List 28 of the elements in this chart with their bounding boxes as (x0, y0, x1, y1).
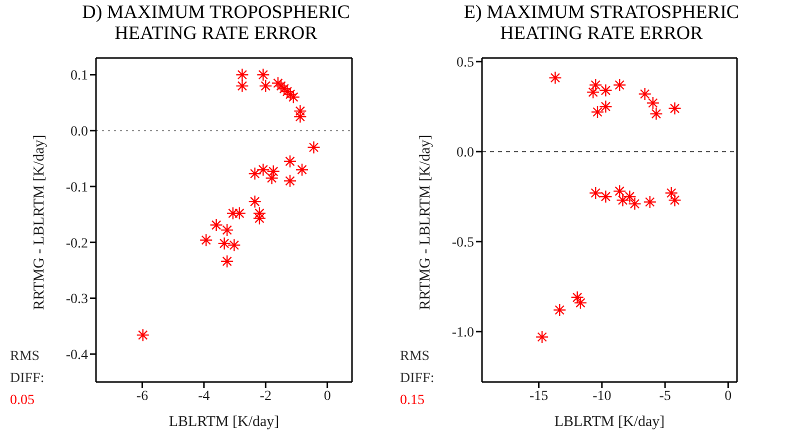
y-tick-label: 0.1 (70, 68, 88, 84)
text: RMS DIFF: (10, 348, 46, 388)
x-axis-title: LBLRTM [K/day] (554, 414, 665, 430)
y-tick-label: 0.0 (456, 146, 474, 161)
x-tick-label: -4 (198, 388, 210, 404)
y-tick-label: -0.3 (66, 292, 88, 308)
text: 0.15 (400, 392, 426, 410)
x-tick-label: -10 (592, 388, 612, 404)
text: 0.05 (10, 392, 36, 410)
chart-title: D) MAXIMUM TROPOSPHERIC HEATING RATE ERROR (81, 2, 351, 44)
x-axis-title: LBLRTM [K/day] (168, 414, 280, 430)
x-tick-label: -15 (529, 388, 548, 404)
x-tick-label: -6 (136, 388, 148, 404)
y-tick-label: -0.5 (452, 236, 474, 251)
y-tick-label: -1.0 (452, 326, 474, 341)
x-tick-label: 0 (324, 388, 331, 404)
y-tick-label: 0.0 (70, 124, 88, 140)
y-tick-label: -0.4 (66, 348, 88, 364)
y-tick-label: 0.5 (456, 56, 474, 71)
x-tick-label: 0 (724, 388, 732, 404)
x-tick-label: -2 (260, 388, 272, 404)
y-axis-title: RRTMG - LBLRTM [K/day] (31, 134, 48, 310)
chart-title: E) MAXIMUM STRATOSPHERIC HEATING RATE ERROR (462, 2, 740, 44)
text: RMS DIFF: (400, 348, 436, 388)
y-tick-label: -0.2 (66, 236, 88, 252)
y-tick-label: -0.1 (66, 180, 88, 196)
y-axis-title: RRTMG - LBLRTM [K/day] (417, 134, 434, 310)
x-tick-label: -5 (659, 388, 671, 404)
